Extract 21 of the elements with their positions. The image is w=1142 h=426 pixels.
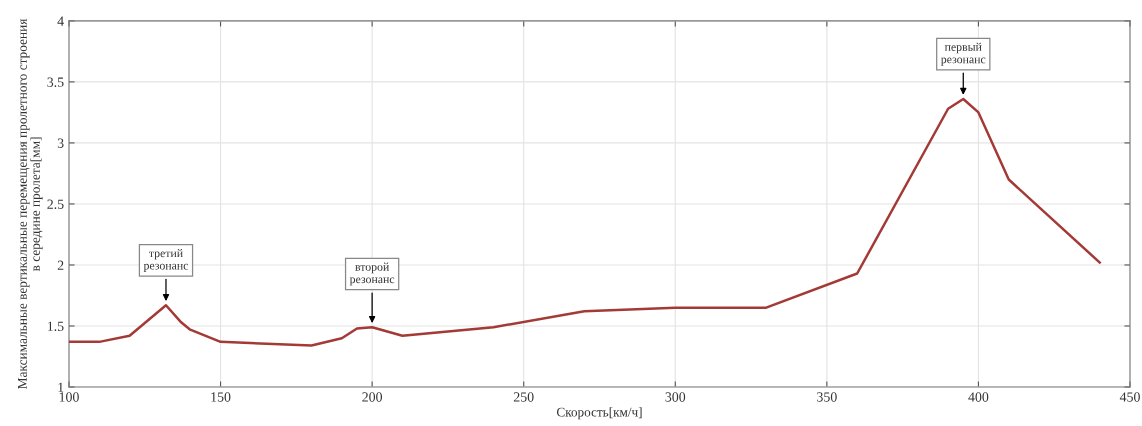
y-tick-label: 2 [57, 260, 64, 270]
y-tick-label: 4 [57, 16, 64, 26]
x-axis-title: Скорость[км/ч] [556, 407, 642, 420]
y-tick-label: 3.5 [47, 77, 64, 87]
x-tick-label: 200 [362, 392, 383, 402]
line-series [68, 97, 1101, 347]
x-tick-label: 250 [513, 392, 534, 402]
x-tick-label: 100 [59, 392, 79, 402]
annotation: первый резонанс [941, 42, 986, 66]
x-tick-label: 150 [211, 392, 231, 402]
y-axis-title: Максимальные вертикальные перемещения пролетного строения в середине пролета[мм] [18, 18, 43, 389]
annotation: второй резонанс [349, 262, 395, 286]
x-tick-label: 300 [665, 392, 686, 402]
y-tick-label: 1 [58, 382, 64, 392]
y-tick-label: 2.5 [47, 199, 64, 209]
y-tick-label: 3 [57, 138, 64, 148]
annotation: третий резонанс [143, 248, 189, 272]
y-tick-label: 1.5 [47, 321, 64, 332]
x-tick-label: 400 [968, 392, 989, 402]
x-tick-label: 450 [1119, 392, 1140, 402]
x-tick-label: 350 [817, 392, 837, 402]
